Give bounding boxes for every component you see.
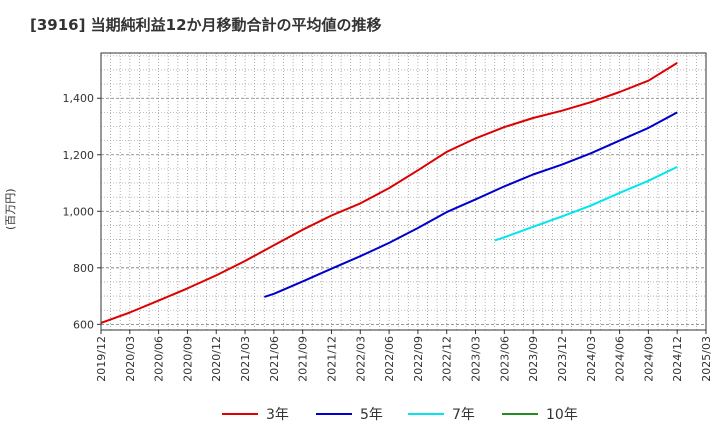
x-tick-label: 2023/06 [498, 336, 511, 382]
grid-lines [101, 53, 706, 330]
x-tick-label: 2023/12 [556, 336, 569, 382]
x-tick-label: 2020/12 [210, 336, 223, 382]
x-tick-label: 2025/03 [700, 336, 713, 382]
chart-title: [3916] 当期純利益12か月移動合計の平均値の推移 [30, 16, 382, 34]
legend-swatch-7y [408, 413, 444, 415]
x-tick-label: 2021/09 [297, 336, 310, 382]
x-tick-label: 2020/09 [181, 336, 194, 382]
x-tick-label: 2023/03 [470, 336, 483, 382]
series-lines [100, 62, 678, 324]
legend-item-7y: 7年 [408, 403, 475, 425]
x-tick-label: 2024/06 [614, 336, 627, 382]
legend-swatch-3y [222, 413, 258, 415]
x-tick-label: 2023/09 [527, 336, 540, 382]
x-tick-label: 2021/03 [239, 336, 252, 382]
x-tick-label: 2022/12 [441, 336, 454, 382]
series-line-0 [100, 62, 678, 324]
y-tick-label: 600 [73, 318, 94, 331]
series-line-2 [494, 165, 678, 242]
legend-item-3y: 3年 [222, 403, 289, 425]
x-tick-label: 2022/06 [383, 336, 396, 382]
x-tick-label: 2022/03 [354, 336, 367, 382]
y-tick-label: 1,400 [63, 92, 95, 105]
plot-area-frame [100, 52, 707, 331]
series-line-1 [263, 111, 678, 298]
legend-item-5y: 5年 [316, 403, 383, 425]
legend-label-3y: 3年 [266, 407, 289, 423]
legend-item-10y: 10年 [502, 403, 578, 425]
legend-swatch-5y [316, 413, 352, 415]
x-tick-label: 2021/06 [268, 336, 281, 382]
legend-label-7y: 7年 [452, 407, 475, 423]
legend-label-10y: 10年 [546, 407, 578, 423]
y-tick-label: 800 [73, 262, 94, 275]
x-tick-label: 2024/09 [642, 336, 655, 382]
y-tick-labels: 600 800 1,000 1,200 1,400 [63, 92, 101, 331]
x-tick-label: 2022/09 [412, 336, 425, 382]
x-tick-label: 2024/12 [671, 336, 684, 382]
x-tick-label: 2020/03 [124, 336, 137, 382]
x-tick-labels: 2019/12 2020/03 2020/06 2020/09 2020/12 2021/… [95, 330, 713, 382]
y-tick-label: 1,000 [63, 205, 95, 218]
y-tick-label: 1,200 [63, 149, 95, 162]
x-tick-label: 2019/12 [95, 336, 108, 382]
legend: 3年 5年 7年 10年 [0, 403, 720, 425]
legend-swatch-10y [502, 413, 538, 415]
x-tick-label: 2024/03 [585, 336, 598, 382]
legend-label-5y: 5年 [360, 407, 383, 423]
x-tick-label: 2020/06 [153, 336, 166, 382]
x-tick-label: 2021/12 [325, 336, 338, 382]
